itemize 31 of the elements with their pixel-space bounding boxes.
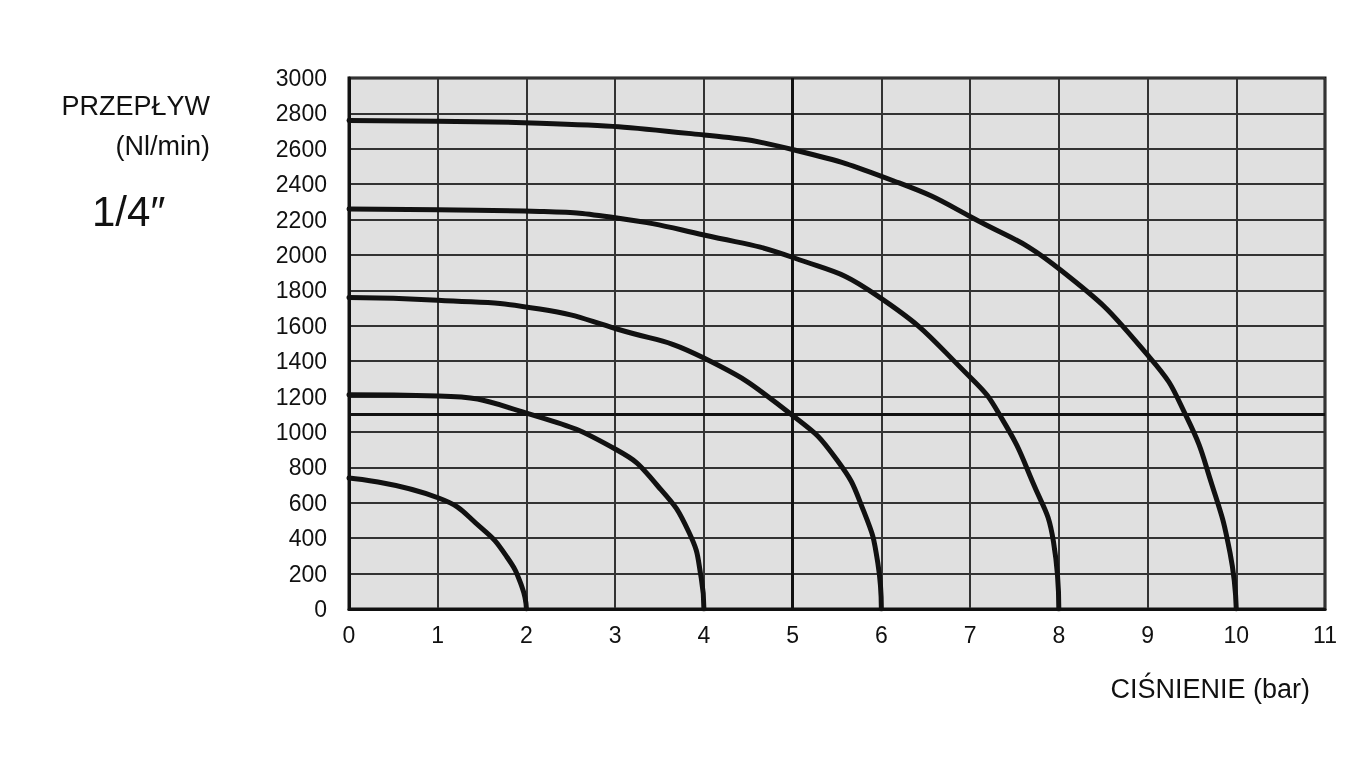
y-tick-label: 400 bbox=[288, 525, 327, 552]
y-tick-label: 0 bbox=[314, 596, 327, 622]
y-tick-label: 1800 bbox=[275, 277, 327, 304]
y-tick-label: 3000 bbox=[275, 65, 327, 91]
x-axis-title: CIŚNIENIE (bar) bbox=[1110, 674, 1310, 705]
x-tick-label: 10 bbox=[1223, 621, 1250, 648]
y-tick-label: 1000 bbox=[275, 419, 327, 445]
x-tick-label: 3 bbox=[608, 621, 622, 648]
x-tick-label: 9 bbox=[1141, 621, 1154, 648]
y-tick-label: 800 bbox=[288, 454, 327, 481]
text: 1/4″ bbox=[92, 188, 166, 236]
y-axis-title: PRZEPŁYW (Nl/min) bbox=[60, 90, 210, 163]
x-tick-label: 4 bbox=[697, 621, 711, 648]
x-tick-label: 0 bbox=[342, 621, 356, 648]
x-tick-label: 1 bbox=[431, 621, 445, 648]
x-tick-label: 2 bbox=[520, 621, 533, 648]
y-tick-label: 600 bbox=[288, 489, 327, 516]
y-tick-label: 2000 bbox=[275, 242, 327, 268]
y-tick-label: 1400 bbox=[275, 348, 327, 375]
x-tick-label: 8 bbox=[1052, 621, 1066, 648]
x-tick-label: 6 bbox=[874, 621, 888, 648]
y-tick-label: 1200 bbox=[275, 383, 327, 410]
y-tick-label: 2600 bbox=[275, 135, 327, 162]
y-tick-label: 1600 bbox=[275, 312, 327, 339]
y-tick-label: 2200 bbox=[275, 206, 327, 233]
x-tick-label: 7 bbox=[963, 621, 977, 648]
y-tick-label: 2800 bbox=[275, 100, 327, 127]
y-tick-label: 200 bbox=[288, 560, 327, 587]
y-tick-label: 2400 bbox=[275, 171, 327, 198]
x-tick-label: 11 bbox=[1313, 621, 1337, 648]
x-tick-label: 5 bbox=[786, 621, 800, 648]
